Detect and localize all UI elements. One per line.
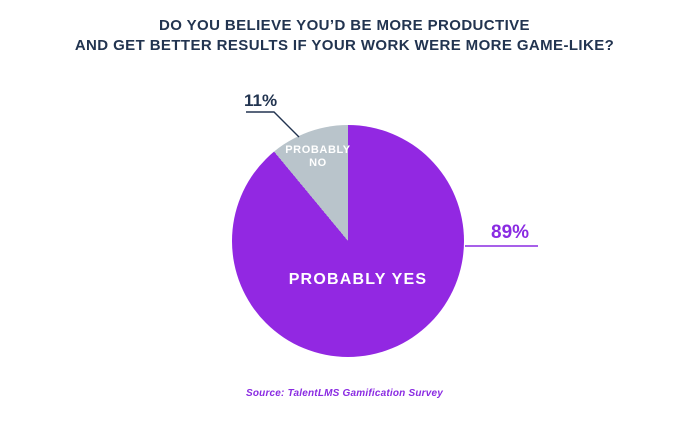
- chart-title-line2: AND GET BETTER RESULTS IF YOUR WORK WERE…: [74, 37, 615, 54]
- chart-title: DO YOU BELIEVE YOU’D BE MORE PRODUCTIVE …: [0, 16, 689, 56]
- slice-label-probably-no: PROBABLY NO: [285, 144, 351, 169]
- chart-title-line1: DO YOU BELIEVE YOU’D BE MORE PRODUCTIVE: [159, 17, 530, 34]
- percent-label-89: 89%: [491, 222, 530, 243]
- slice-label-probably-yes: PROBABLY YES: [288, 271, 428, 288]
- source-caption: Source: TalentLMS Gamification Survey: [245, 388, 444, 399]
- pie: [232, 125, 464, 357]
- leader-line-11: [246, 111, 300, 138]
- percent-label-11: 11%: [244, 91, 278, 110]
